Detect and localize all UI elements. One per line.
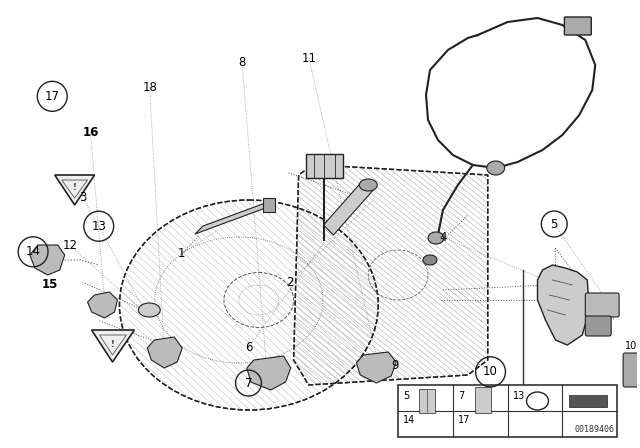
Polygon shape: [247, 356, 291, 390]
Polygon shape: [570, 395, 607, 407]
Text: 17: 17: [458, 415, 470, 425]
Ellipse shape: [359, 179, 377, 191]
FancyBboxPatch shape: [623, 353, 640, 387]
Ellipse shape: [428, 232, 444, 244]
FancyBboxPatch shape: [564, 17, 591, 35]
Text: 13: 13: [92, 220, 106, 233]
Polygon shape: [55, 175, 95, 205]
Text: 14: 14: [26, 245, 40, 258]
Text: 5: 5: [550, 217, 558, 231]
Text: 18: 18: [142, 81, 157, 94]
Text: 6: 6: [244, 340, 252, 354]
Polygon shape: [323, 180, 373, 235]
Text: 15: 15: [42, 278, 58, 291]
Ellipse shape: [138, 303, 160, 317]
Polygon shape: [356, 352, 396, 383]
FancyBboxPatch shape: [305, 154, 344, 178]
Polygon shape: [92, 330, 134, 362]
Text: !: !: [111, 340, 115, 349]
Ellipse shape: [423, 255, 437, 265]
Text: 11: 11: [301, 52, 316, 65]
Text: 00189406: 00189406: [574, 425, 614, 434]
Text: 4: 4: [439, 231, 447, 244]
Polygon shape: [263, 198, 275, 212]
Text: 12: 12: [63, 239, 77, 252]
Text: 17: 17: [45, 90, 60, 103]
PathPatch shape: [294, 165, 488, 385]
Text: 2: 2: [286, 276, 294, 289]
Text: 10: 10: [483, 365, 498, 379]
Ellipse shape: [487, 161, 505, 175]
Polygon shape: [147, 337, 182, 368]
Bar: [398, 385, 617, 437]
FancyBboxPatch shape: [586, 293, 619, 317]
Text: 9: 9: [391, 358, 399, 372]
Text: 10: 10: [625, 341, 637, 351]
Text: 5: 5: [403, 391, 410, 401]
FancyBboxPatch shape: [419, 389, 435, 413]
PathPatch shape: [120, 200, 378, 410]
Text: 14: 14: [403, 415, 415, 425]
Text: !: !: [73, 182, 77, 191]
Text: 1: 1: [178, 246, 186, 260]
Polygon shape: [538, 265, 589, 345]
Text: 13: 13: [513, 391, 525, 401]
Polygon shape: [88, 292, 118, 318]
Text: 3: 3: [79, 190, 86, 204]
FancyBboxPatch shape: [586, 316, 611, 336]
Polygon shape: [195, 201, 271, 234]
Text: 7: 7: [458, 391, 464, 401]
Text: 16: 16: [83, 125, 99, 139]
Polygon shape: [30, 245, 65, 275]
Text: 8: 8: [238, 56, 246, 69]
FancyBboxPatch shape: [475, 387, 491, 413]
Text: 7: 7: [244, 376, 252, 390]
